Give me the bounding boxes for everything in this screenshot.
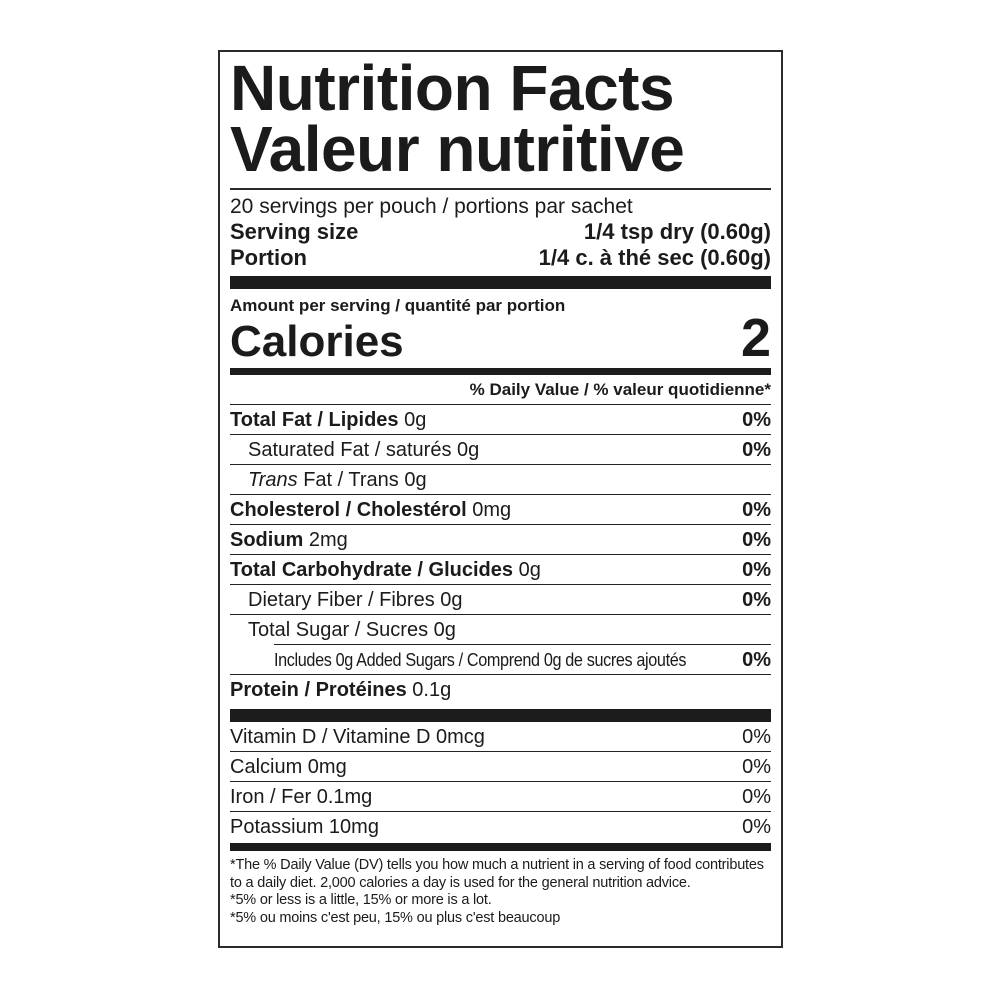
nutrient-dv: 0% xyxy=(742,589,771,612)
nutrient-name: Includes 0g Added Sugars / Comprend 0g d… xyxy=(274,650,687,671)
table-row: Sodium 2mg 0% xyxy=(230,524,771,554)
nutrient-name: Calcium 0mg xyxy=(230,756,347,779)
table-row: Calcium 0mg 0% xyxy=(230,751,771,781)
amount-per-serving-label: Amount per serving / quantité par portio… xyxy=(230,295,566,315)
table-row: Iron / Fer 0.1mg 0% xyxy=(230,781,771,811)
nutrient-name: Saturated Fat / saturés 0g xyxy=(248,439,480,462)
footnote-line: *5% or less is a little, 15% or more is … xyxy=(230,892,492,909)
nutrient-name: Cholesterol / Cholestérol 0mg xyxy=(230,499,512,522)
table-row: Total Fat / Lipides 0g 0% xyxy=(230,404,771,434)
nutrient-name: Total Carbohydrate / Glucides 0g xyxy=(230,559,541,582)
nutrient-dv: 0% xyxy=(742,649,771,672)
footnote-line: *5% ou moins c'est peu, 15% ou plus c'es… xyxy=(230,909,561,926)
title-divider xyxy=(230,187,771,190)
nutrient-rows: Total Fat / Lipides 0g 0% Saturated Fat … xyxy=(230,404,771,704)
label-title-en: Nutrition Facts xyxy=(230,52,675,124)
table-row: Potassium 10mg 0% xyxy=(230,811,771,841)
nutrient-name: Dietary Fiber / Fibres 0g xyxy=(248,589,463,612)
nutrient-name: Total Fat / Lipides 0g xyxy=(230,409,427,432)
table-row: Includes 0g Added Sugars / Comprend 0g d… xyxy=(274,644,771,674)
label-title-fr: Valeur nutritive xyxy=(230,112,685,185)
nutrient-name: Protein / Protéines 0.1g xyxy=(230,679,452,702)
footnotes: *The % Daily Value (DV) tells you how mu… xyxy=(230,857,771,927)
section-bar-bottom xyxy=(230,843,771,852)
footnote-line: *The % Daily Value (DV) tells you how mu… xyxy=(230,857,764,891)
table-row: Total Sugar / Sucres 0g xyxy=(230,614,771,644)
nutrient-name: Iron / Fer 0.1mg xyxy=(230,786,373,809)
vitamin-rows: Vitamin D / Vitamine D 0mcg 0% Calcium 0… xyxy=(230,722,771,841)
nutrient-dv: 0% xyxy=(742,559,771,582)
nutrient-dv: 0% xyxy=(742,786,771,809)
nutrient-name: Potassium 10mg xyxy=(230,816,379,839)
nutrient-name: Trans Fat / Trans 0g xyxy=(248,469,427,492)
calories-label: Calories xyxy=(230,316,404,366)
section-bar-top xyxy=(230,275,771,289)
calories-row: Calories 2 xyxy=(230,307,771,368)
nutrient-name: Vitamin D / Vitamine D 0mcg xyxy=(230,726,485,749)
section-bar-protein xyxy=(230,709,771,723)
servings-per-container: 20 servings per pouch / portions par sac… xyxy=(230,194,633,218)
serving-size-label-fr: Portion xyxy=(230,244,307,270)
serving-size-row-fr: Portion 1/4 c. à thé sec (0.60g) xyxy=(230,245,771,271)
daily-value-header: % Daily Value / % valeur quotidienne* xyxy=(469,379,771,399)
table-row: Dietary Fiber / Fibres 0g 0% xyxy=(230,584,771,614)
table-row: Cholesterol / Cholestérol 0mg 0% xyxy=(230,494,771,524)
nutrition-facts-label: Nutrition Facts Valeur nutritive 20 serv… xyxy=(218,50,783,948)
serving-size-row-en: Serving size 1/4 tsp dry (0.60g) xyxy=(230,219,771,245)
nutrient-dv: 0% xyxy=(742,499,771,522)
nutrient-dv: 0% xyxy=(742,816,771,839)
nutrient-name: Total Sugar / Sucres 0g xyxy=(248,619,456,642)
serving-size-value-fr: 1/4 c. à thé sec (0.60g) xyxy=(538,244,771,270)
nutrient-name: Sodium 2mg xyxy=(230,529,348,552)
table-row: Total Carbohydrate / Glucides 0g 0% xyxy=(230,554,771,584)
serving-size-value-en: 1/4 tsp dry (0.60g) xyxy=(583,218,771,244)
nutrient-dv: 0% xyxy=(742,409,771,432)
table-row: Trans Fat / Trans 0g xyxy=(230,464,771,494)
nutrient-dv: 0% xyxy=(742,529,771,552)
table-row: Protein / Protéines 0.1g xyxy=(230,674,771,704)
calories-value: 2 xyxy=(740,307,771,368)
serving-size-label-en: Serving size xyxy=(230,218,359,244)
section-bar-calories xyxy=(230,367,771,375)
table-row: Saturated Fat / saturés 0g 0% xyxy=(230,434,771,464)
table-row: Vitamin D / Vitamine D 0mcg 0% xyxy=(230,722,771,751)
nutrient-dv: 0% xyxy=(742,726,771,749)
nutrient-dv: 0% xyxy=(742,756,771,779)
nutrient-dv: 0% xyxy=(742,439,771,462)
